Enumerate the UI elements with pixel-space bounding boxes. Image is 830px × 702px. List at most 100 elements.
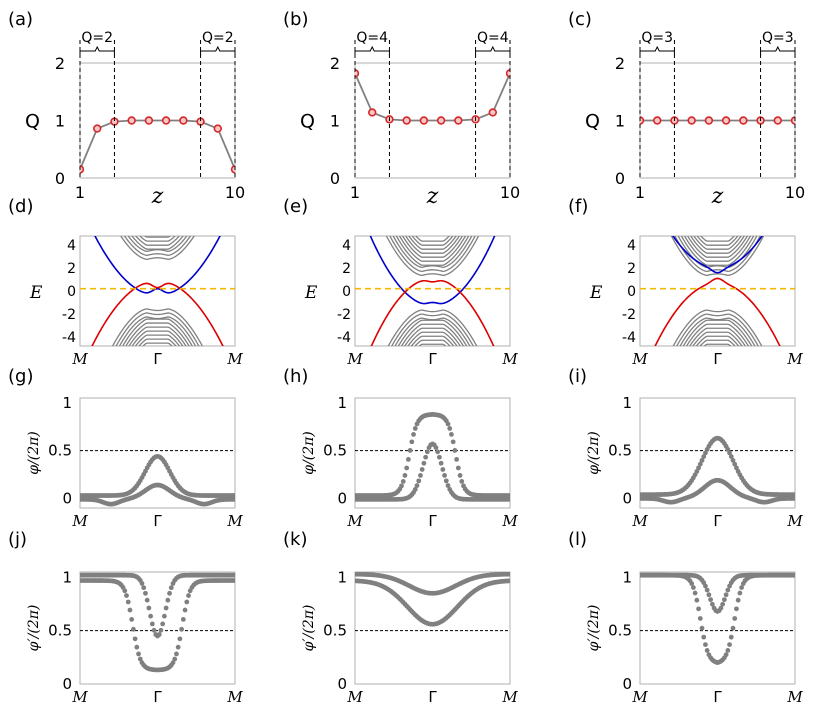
bulk-band-upper xyxy=(415,236,450,242)
data-point xyxy=(80,165,85,174)
data-point xyxy=(182,607,188,613)
data-point xyxy=(706,592,712,598)
data-point xyxy=(725,587,731,593)
data-point xyxy=(723,652,729,658)
plot-area xyxy=(640,116,795,125)
x-tick-label: 10 xyxy=(225,183,245,202)
plot-area xyxy=(80,236,235,346)
x-tick-label: Γ xyxy=(153,350,162,368)
panel-label: (l) xyxy=(568,529,587,550)
y-tick-label: 1 xyxy=(622,568,632,586)
y-tick-label: 2 xyxy=(55,54,65,73)
data-point xyxy=(436,454,442,460)
bracket xyxy=(200,45,236,55)
plot-frame xyxy=(354,571,511,685)
x-tick-label: M xyxy=(346,512,363,530)
y-tick-label: 2 xyxy=(615,54,625,73)
bracket xyxy=(760,45,796,55)
y-tick-label: 1 xyxy=(62,568,72,586)
bulk-band-lower xyxy=(699,339,736,346)
y-tick-label: 4 xyxy=(627,238,636,254)
y-tick-label: 1 xyxy=(337,568,347,586)
bulk-band-lower xyxy=(689,327,746,346)
data-point xyxy=(457,473,463,478)
data-point xyxy=(709,601,715,607)
data-point xyxy=(725,648,731,653)
y-axis-label: φ/(2π) xyxy=(26,431,42,475)
y-tick-label: 1 xyxy=(55,112,65,131)
bracket xyxy=(354,45,390,55)
bulk-band-lower xyxy=(418,343,447,346)
plot-frame xyxy=(639,235,796,347)
bulk-band-upper xyxy=(411,236,454,246)
data-point xyxy=(186,593,191,598)
bulk-band-lower xyxy=(695,335,740,346)
bulk-band-upper xyxy=(700,236,735,242)
plot-area xyxy=(640,236,795,346)
y-tick-label: 1 xyxy=(330,112,340,131)
data-point xyxy=(459,478,465,484)
data-point xyxy=(694,597,700,603)
plot-area xyxy=(355,412,510,502)
data-point xyxy=(179,116,188,125)
bulk-band-lower xyxy=(410,335,455,346)
data-point xyxy=(697,616,703,621)
surface-band-red xyxy=(370,279,495,346)
plot-frame xyxy=(639,397,796,509)
plot-frame xyxy=(354,235,511,347)
data-point xyxy=(720,601,726,607)
data-point xyxy=(416,478,422,484)
y-axis-label: φ′/(2π) xyxy=(586,605,602,652)
x-tick-label: Γ xyxy=(428,512,437,530)
data-point xyxy=(435,449,441,455)
panel-label: (j) xyxy=(8,529,27,550)
data-point xyxy=(792,492,795,498)
data-point xyxy=(175,644,181,650)
plot-area xyxy=(355,236,510,346)
data-point xyxy=(414,483,420,488)
bulk-band-lower xyxy=(685,323,750,346)
bulk-band-lower xyxy=(118,316,197,346)
data-point xyxy=(158,627,164,633)
data-point xyxy=(455,465,461,471)
data-point xyxy=(445,483,451,488)
bulk-band-lower xyxy=(682,319,753,346)
x-tick-label: M xyxy=(631,350,648,368)
bulk-band-upper xyxy=(401,236,464,258)
x-tick-label: M xyxy=(226,512,243,530)
bulk-band-upper xyxy=(408,236,457,250)
data-point xyxy=(727,450,732,456)
y-tick-label: -4 xyxy=(337,330,351,346)
bracket xyxy=(79,45,115,55)
data-point xyxy=(141,585,147,591)
data-point xyxy=(732,616,738,621)
panel-label: (i) xyxy=(568,366,587,387)
data-point xyxy=(179,626,185,632)
data-point xyxy=(689,581,695,586)
data-point xyxy=(699,625,705,631)
data-point xyxy=(168,585,174,591)
bulk-band-lower xyxy=(142,342,173,346)
bulk-band-lower xyxy=(703,343,732,346)
bulk-band-lower xyxy=(692,331,743,346)
x-tick-label: Γ xyxy=(713,688,722,702)
bulk-band-upper xyxy=(139,236,176,242)
series-line xyxy=(80,119,235,170)
bulk-band-lower xyxy=(397,319,468,346)
y-tick-label: 2 xyxy=(342,261,351,277)
data-point xyxy=(690,585,696,590)
y-tick-label: 2 xyxy=(330,54,340,73)
y-tick-label: 1 xyxy=(337,394,347,412)
data-point xyxy=(737,590,743,596)
data-point xyxy=(124,593,129,598)
plot-area xyxy=(640,435,795,505)
y-tick-label: 2 xyxy=(627,261,636,277)
bulk-band-upper xyxy=(674,236,761,272)
data-point xyxy=(452,448,458,453)
y-tick-label: 2 xyxy=(67,261,76,277)
data-point xyxy=(704,648,710,653)
surface-band-blue xyxy=(94,236,221,294)
y-tick-label: 4 xyxy=(67,238,76,254)
data-point xyxy=(405,457,411,462)
x-tick-label: M xyxy=(71,512,88,530)
